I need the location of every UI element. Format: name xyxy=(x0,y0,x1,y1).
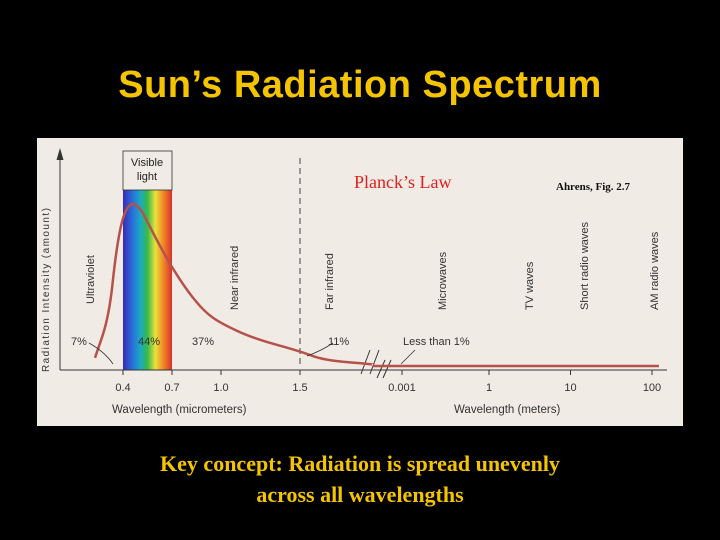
x-axis-label-left: Wavelength (micrometers) xyxy=(112,404,247,416)
curve-break-mark xyxy=(369,349,380,375)
x-axis-label-right: Wavelength (meters) xyxy=(454,404,560,416)
region-label: AM radio waves xyxy=(649,231,661,310)
percentage-label: 7% xyxy=(71,336,87,348)
x-tick-label: 1 xyxy=(486,382,492,394)
leader-arrow-11pct xyxy=(306,342,334,357)
percentage-label: 44% xyxy=(138,336,160,348)
region-label: Ultraviolet xyxy=(85,255,97,304)
x-tick-label: 1.0 xyxy=(213,382,228,394)
percentage-label: 37% xyxy=(192,336,214,348)
visible-light-label-line2: light xyxy=(137,171,157,183)
x-ticks-right: 0.001 1 10 100 xyxy=(388,370,661,394)
curve-break-mark xyxy=(360,349,371,375)
x-tick-label: 0.001 xyxy=(388,382,416,394)
x-tick-label: 10 xyxy=(564,382,576,394)
y-axis-label: Radiation Intensity (amount) xyxy=(41,208,52,372)
citation-label: Ahrens, Fig. 2.7 xyxy=(556,181,631,193)
y-axis-arrow-icon xyxy=(56,148,64,160)
x-tick-label: 100 xyxy=(643,382,661,394)
x-tick-label: 0.7 xyxy=(164,382,179,394)
axis-break-mark xyxy=(382,359,392,379)
leader-arrow-7pct xyxy=(88,342,114,365)
region-label: Near infrared xyxy=(229,246,241,310)
key-concept-line1: Key concept: Radiation is spread unevenl… xyxy=(160,451,560,476)
percentage-labels: 7% 44% 37% 11% Less than 1% xyxy=(71,336,470,348)
key-concept: Key concept: Radiation is spread unevenl… xyxy=(0,448,720,510)
axis-break-mark xyxy=(376,359,386,379)
planck-law-label: Planck’s Law xyxy=(354,172,451,192)
x-ticks-left: 0.4 0.7 1.0 1.5 xyxy=(115,370,308,394)
slide-title: Sun’s Radiation Spectrum xyxy=(118,64,602,106)
x-tick-label: 1.5 xyxy=(292,382,307,394)
spectrum-chart: Visible light Radiation Intensity (amoun… xyxy=(41,148,667,416)
percentage-label: Less than 1% xyxy=(403,336,470,348)
percentage-label: 11% xyxy=(328,336,349,348)
leader-arrow-less1pct xyxy=(400,349,416,365)
region-label: Microwaves xyxy=(437,251,449,310)
visible-light-label-box xyxy=(122,150,173,191)
key-concept-line2: across all wavelengths xyxy=(256,482,464,507)
region-labels: Ultraviolet Near infrared Far infrared Micr… xyxy=(85,221,661,310)
planck-curve xyxy=(93,202,375,366)
visible-light-label-line1: Visible xyxy=(131,157,163,169)
region-label: Short radio waves xyxy=(579,221,591,310)
x-tick-label: 0.4 xyxy=(115,382,130,394)
spectrum-figure: Visible light Radiation Intensity (amoun… xyxy=(37,138,683,426)
region-label: TV waves xyxy=(524,261,536,310)
region-label: Far infrared xyxy=(324,253,336,310)
